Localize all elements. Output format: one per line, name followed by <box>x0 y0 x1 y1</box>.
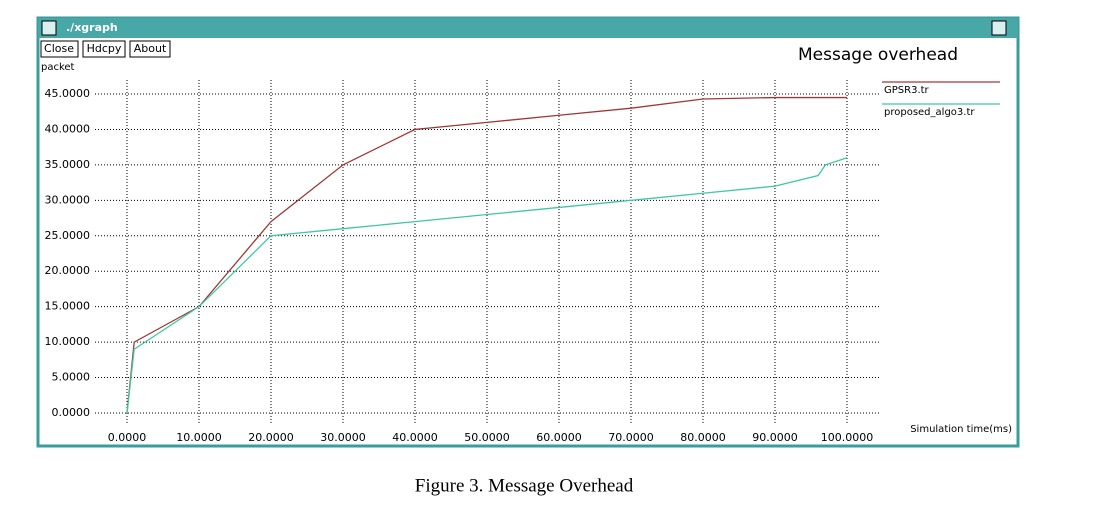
chart-title: Message overhead <box>798 45 958 65</box>
button[interactable] <box>40 40 79 58</box>
button-label[interactable]: About <box>134 42 167 55</box>
y-tick-label: 25.0000 <box>45 229 91 242</box>
y-tick-label: 45.0000 <box>45 87 91 100</box>
x-tick-label: 50.0000 <box>464 431 510 444</box>
window-frame <box>36 16 1020 448</box>
window-title: ./xgraph <box>66 21 118 34</box>
x-tick-label: 10.0000 <box>176 431 222 444</box>
legend-label: GPSR3.tr <box>884 85 930 96</box>
y-tick-label: 30.0000 <box>45 193 91 206</box>
line <box>126 157 848 414</box>
x-tick-label: 20.0000 <box>248 431 294 444</box>
y-tick-label: 40.0000 <box>45 122 91 135</box>
window-menu-button[interactable] <box>41 20 57 36</box>
x-tick-label: 90.0000 <box>752 431 798 444</box>
x-tick-label: 30.0000 <box>320 431 366 444</box>
x-tick-label: 80.0000 <box>680 431 726 444</box>
title-bar <box>38 18 1018 38</box>
y-tick-label: 20.0000 <box>45 264 91 277</box>
legend-label: proposed_algo3.tr <box>884 107 975 118</box>
caption: Figure 3. Message Overhead <box>415 475 634 496</box>
button-label[interactable]: Hdcpy <box>87 42 122 55</box>
button[interactable] <box>82 40 126 58</box>
x-tick-label: 60.0000 <box>536 431 582 444</box>
x-tick-label: 0.0000 <box>108 431 147 444</box>
button-label[interactable]: Close <box>44 42 74 55</box>
button[interactable] <box>129 40 171 58</box>
y-axis-label: packet <box>41 62 75 73</box>
x-tick-label: 100.0000 <box>821 431 874 444</box>
y-tick-label: 10.0000 <box>45 335 91 348</box>
maximize-button[interactable] <box>991 20 1007 36</box>
y-tick-label: 35.0000 <box>45 158 91 171</box>
x-tick-label: 40.0000 <box>392 431 438 444</box>
y-tick-label: 0.0000 <box>52 406 91 419</box>
y-tick-label: 5.0000 <box>52 371 91 384</box>
x-axis-label: Simulation time(ms) <box>910 424 1012 435</box>
line <box>126 96 847 414</box>
x-tick-label: 70.0000 <box>608 431 654 444</box>
y-tick-label: 15.0000 <box>45 300 91 313</box>
